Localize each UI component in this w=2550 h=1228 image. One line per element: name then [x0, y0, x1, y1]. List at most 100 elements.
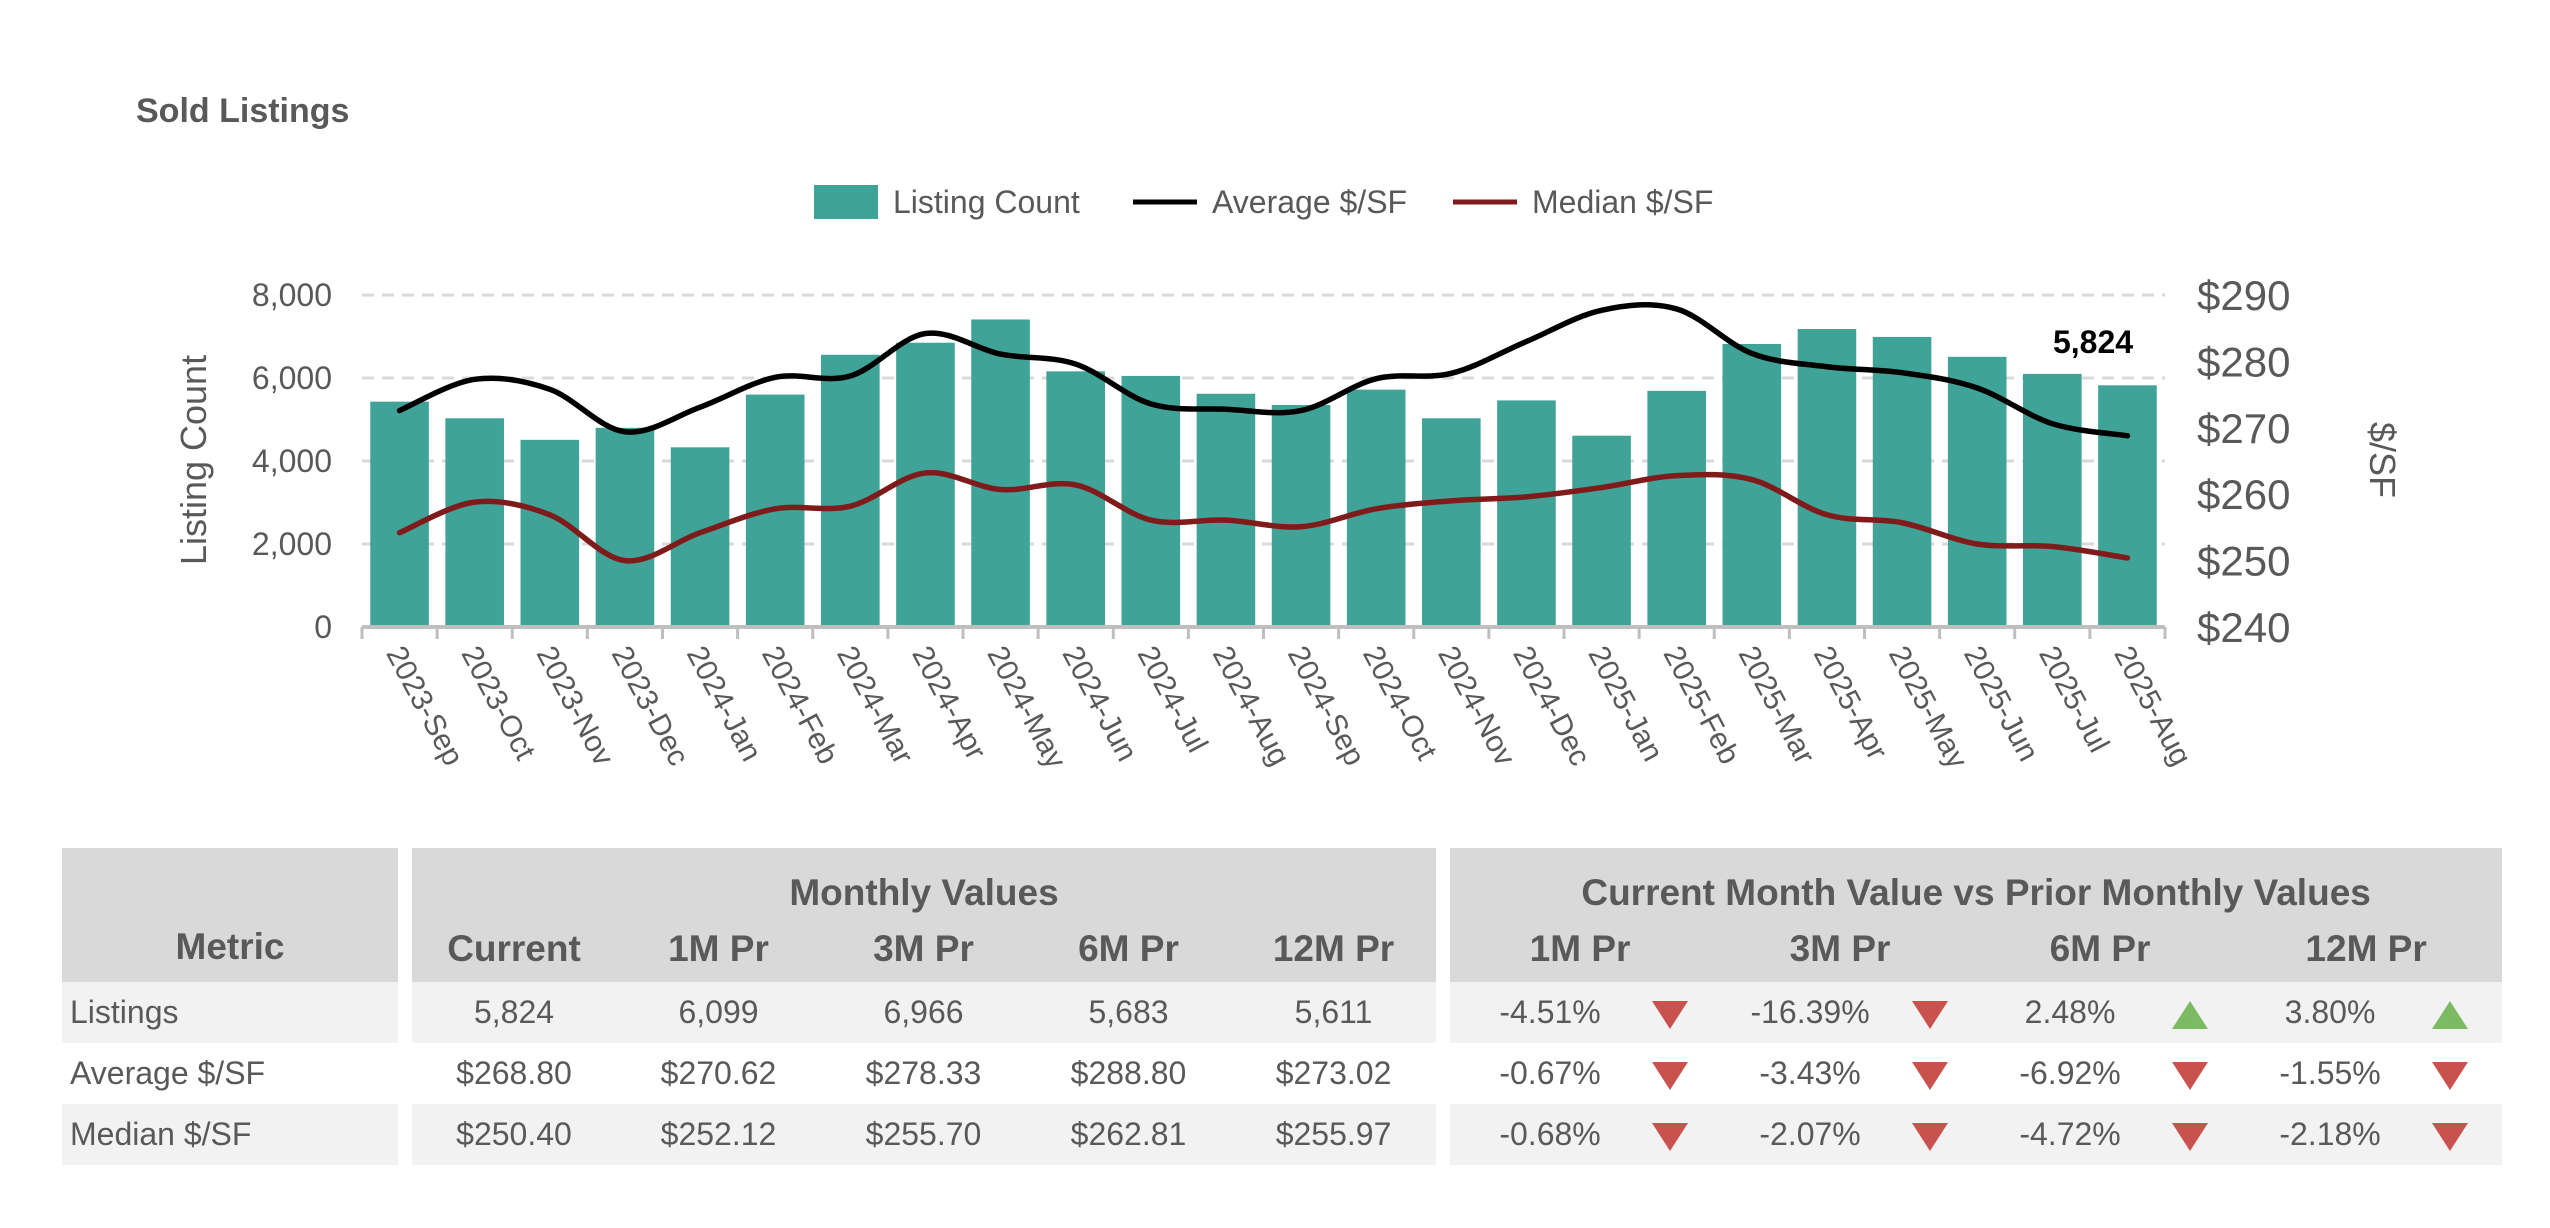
trend-down-icon: [2430, 1104, 2503, 1165]
x-tick-label: 2025-Jul: [2032, 641, 2115, 758]
x-tick-label: 2024-Feb: [755, 641, 844, 770]
y-tick-label-left: 4,000: [252, 443, 332, 479]
value-cell: $255.97: [1231, 1104, 1437, 1165]
y-tick-label-right: $270: [2197, 405, 2290, 452]
average-line: [396, 302, 2131, 439]
y-tick-label-left: 2,000: [252, 526, 332, 562]
row-gap: [1436, 1104, 1451, 1165]
metric-name-cell: Listings: [62, 982, 398, 1043]
trend-down-icon: [1910, 982, 1971, 1043]
value-cell: 6,966: [821, 982, 1026, 1043]
value-cell: $250.40: [412, 1104, 616, 1165]
bar: [1947, 356, 2007, 627]
bar: [1647, 390, 1706, 627]
y-tick-label-right: $280: [2197, 338, 2290, 385]
trend-down-icon: [1650, 982, 1711, 1043]
x-tick-label: 2024-Mar: [830, 641, 919, 770]
x-tick-label: 2024-Jul: [1131, 641, 1214, 758]
bar: [520, 439, 580, 627]
metric-name-cell: Average $/SF: [62, 1043, 398, 1104]
trend-down-icon: [2170, 1104, 2231, 1165]
bar: [821, 354, 880, 627]
metric-header: Metric: [62, 848, 398, 982]
metrics-table: Metric Monthly Values Current Month Valu…: [62, 848, 2503, 1165]
y-axis-title-left: Listing Count: [173, 355, 214, 565]
bar: [1271, 404, 1331, 627]
change-cell: -16.39%: [1710, 982, 1911, 1043]
metric-name-cell: Median $/SF: [62, 1104, 398, 1165]
value-cell: $255.70: [821, 1104, 1026, 1165]
bar: [1422, 418, 1481, 627]
value-cell: 6,099: [616, 982, 821, 1043]
value-cell: 5,824: [412, 982, 616, 1043]
legend-label-listing-count: Listing Count: [893, 184, 1080, 220]
col-header-12m: 12M Pr: [1231, 916, 1437, 982]
combo-chart: Listing Count Average $/SF Median $/SF 0…: [173, 184, 2403, 774]
bar: [670, 447, 730, 627]
value-cell: $270.62: [616, 1043, 821, 1104]
bar: [370, 401, 429, 627]
trend-down-icon: [2170, 1043, 2231, 1104]
bar: [1046, 371, 1105, 627]
value-cell: 5,611: [1231, 982, 1437, 1043]
value-cell: $273.02: [1231, 1043, 1437, 1104]
comparison-header: Current Month Value vs Prior Monthly Val…: [1450, 848, 2503, 916]
y-tick-label-left: 6,000: [252, 360, 332, 396]
monthly-values-header: Monthly Values: [412, 848, 1437, 916]
x-tick-label: 2024-Jan: [680, 641, 768, 767]
table-header-row-groups: Metric Monthly Values Current Month Valu…: [62, 848, 2503, 982]
bar: [1872, 336, 1932, 627]
change-cell: 2.48%: [1970, 982, 2171, 1043]
change-cell: -4.51%: [1450, 982, 1651, 1043]
change-cell: -0.68%: [1450, 1104, 1651, 1165]
x-tick-label: 2025-Aug: [2107, 641, 2197, 771]
series-lines: [396, 302, 2131, 564]
row-gap: [1436, 1043, 1451, 1104]
x-tick-label: 2024-Oct: [1356, 641, 1443, 766]
trend-down-icon: [1910, 1043, 1971, 1104]
col-header-change-3m: 3M Pr: [1710, 916, 1971, 982]
change-cell: -3.43%: [1710, 1043, 1911, 1104]
table-row: Average $/SF $268.80 $270.62 $278.33 $288.80…: [62, 1043, 2503, 1104]
y-tick-label-left: 0: [314, 609, 332, 645]
value-cell: $252.12: [616, 1104, 821, 1165]
legend-label-average: Average $/SF: [1212, 184, 1407, 220]
legend-swatch-listing-count: [814, 185, 878, 219]
col-header-current: Current: [412, 916, 616, 982]
y-axis-title-right: $/SF: [2362, 422, 2403, 498]
chart-title: Sold Listings: [136, 92, 350, 130]
value-cell: 5,683: [1026, 982, 1231, 1043]
col-header-change-12m: 12M Pr: [2230, 916, 2503, 982]
x-tick-label: 2024-Nov: [1431, 641, 1521, 771]
col-header-1m: 1M Pr: [616, 916, 821, 982]
x-tick-label: 2024-Aug: [1206, 641, 1296, 771]
col-header-change-6m: 6M Pr: [1970, 916, 2231, 982]
header-gap: [398, 848, 412, 982]
col-header-6m: 6M Pr: [1026, 916, 1231, 982]
change-cell: -6.92%: [1970, 1043, 2171, 1104]
row-gap: [398, 1043, 412, 1104]
bar: [1572, 435, 1631, 627]
trend-up-icon: [2430, 982, 2503, 1043]
x-tick-label: 2025-Feb: [1657, 641, 1746, 770]
row-gap: [398, 1104, 412, 1165]
legend: Listing Count Average $/SF Median $/SF: [814, 184, 1713, 220]
bar: [2098, 385, 2157, 627]
trend-up-icon: [2170, 982, 2231, 1043]
change-cell: -4.72%: [1970, 1104, 2171, 1165]
bars: [370, 319, 2157, 627]
change-cell: -1.55%: [2230, 1043, 2431, 1104]
x-tick-label: 2023-Sep: [379, 641, 469, 771]
bar: [1196, 393, 1256, 627]
col-header-3m: 3M Pr: [821, 916, 1026, 982]
row-gap: [398, 982, 412, 1043]
trend-down-icon: [1650, 1104, 1711, 1165]
bar: [1797, 329, 1857, 627]
x-tick-label: 2024-Apr: [905, 641, 992, 765]
trend-down-icon: [1910, 1104, 1971, 1165]
y-tick-label-left: 8,000: [252, 277, 332, 313]
value-cell: $278.33: [821, 1043, 1026, 1104]
header-gap: [1436, 848, 1451, 982]
bar: [1121, 375, 1181, 627]
change-cell: 3.80%: [2230, 982, 2431, 1043]
